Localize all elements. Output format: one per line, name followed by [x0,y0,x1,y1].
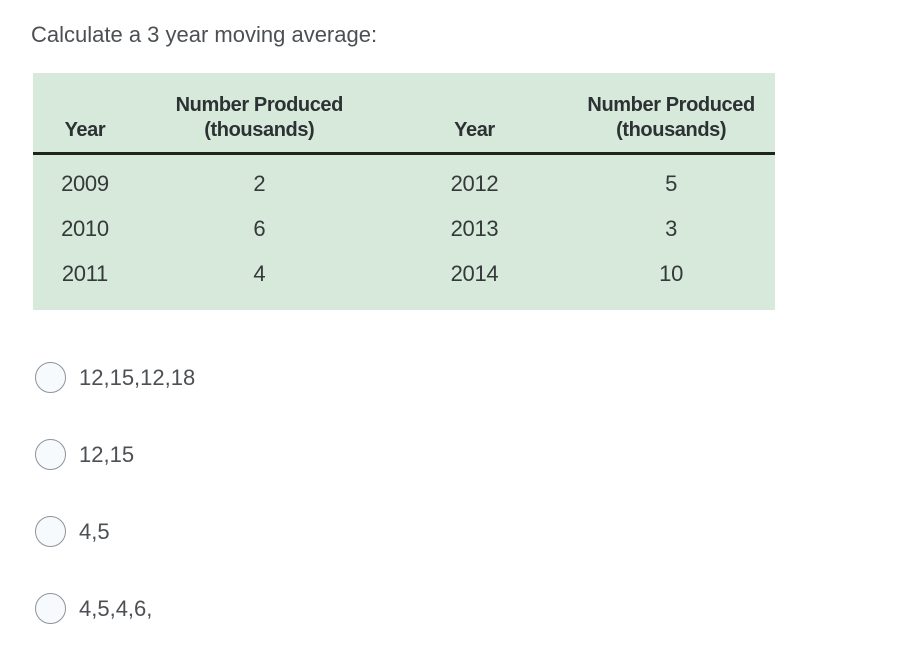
table-row: 2009 2 2012 5 [33,154,775,207]
cell-produced: 6 [253,215,266,241]
radio-button[interactable] [35,516,66,547]
header-year-right-label: Year [454,119,495,141]
answer-options: 12,15,12,18 12,15 4,5 4,5,4,6, [35,362,924,624]
answer-option-2[interactable]: 12,15 [35,439,924,470]
table-row: 2011 4 2014 10 [33,251,775,296]
radio-button[interactable] [35,593,66,624]
answer-option-label: 12,15,12,18 [79,364,196,390]
answer-option-4[interactable]: 4,5,4,6, [35,593,924,624]
header-produced-left: Number Produced (thousands) [136,93,382,155]
production-data-table: Year Number Produced (thousands) Year Nu… [33,93,775,296]
table-row: 2010 6 2013 3 [33,206,775,251]
cell-produced: 5 [665,170,678,196]
cell-year: 2009 [61,170,109,196]
table-header-row: Year Number Produced (thousands) Year Nu… [33,93,775,155]
data-table-image: Year Number Produced (thousands) Year Nu… [33,73,775,310]
radio-button[interactable] [35,362,66,393]
answer-option-1[interactable]: 12,15,12,18 [35,362,924,393]
answer-option-label: 4,5 [79,518,110,544]
cell-year: 2012 [450,170,499,196]
cell-year: 2010 [61,215,109,241]
answer-option-label: 12,15 [79,441,135,467]
header-year-left-label: Year [64,119,106,141]
header-year-left: Year [33,93,137,155]
cell-produced: 4 [253,260,266,286]
cell-year: 2013 [450,215,499,241]
header-year-right: Year [381,93,568,155]
cell-produced: 3 [665,215,678,241]
cell-year: 2011 [61,260,108,286]
cell-produced: 2 [253,170,266,196]
question-text: Calculate a 3 year moving average: [31,22,378,47]
radio-button[interactable] [35,439,66,470]
cell-year: 2014 [450,260,499,286]
header-produced-right: Number Produced (thousands) [567,93,775,155]
answer-option-label: 4,5,4,6, [79,595,153,621]
answer-option-3[interactable]: 4,5 [35,516,924,547]
cell-produced: 10 [659,260,684,286]
